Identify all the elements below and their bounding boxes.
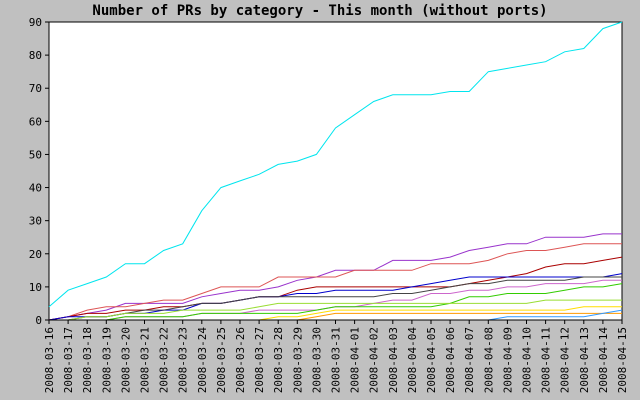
x-tick-label: 2008-03-23	[177, 327, 190, 393]
x-tick-label: 2008-03-17	[62, 327, 75, 393]
y-tick-label: 20	[29, 248, 42, 261]
x-tick-label: 2008-03-20	[119, 327, 132, 393]
x-tick-label: 2008-04-14	[597, 327, 610, 394]
y-tick-label: 40	[29, 182, 42, 195]
x-tick-label: 2008-04-15	[616, 327, 629, 393]
x-tick-label: 2008-04-04	[406, 327, 419, 394]
plot-area	[48, 21, 623, 321]
series-line-6	[49, 276, 622, 321]
x-tick-label: 2008-03-31	[330, 327, 343, 393]
x-tick-label: 2008-03-24	[196, 327, 209, 394]
x-tick-label: 2008-03-21	[139, 327, 152, 393]
y-tick-label: 50	[29, 148, 42, 161]
x-tick-label: 2008-03-25	[215, 327, 228, 393]
x-tick-label: 2008-04-10	[521, 327, 534, 393]
x-tick-label: 2008-04-11	[540, 327, 553, 393]
y-tick-label: 90	[29, 16, 42, 29]
x-tick-label: 2008-04-13	[578, 327, 591, 393]
x-tick-label: 2008-04-03	[387, 327, 400, 393]
y-tick-label: 0	[35, 314, 42, 327]
y-tick-label: 30	[29, 215, 42, 228]
x-tick-label: 2008-03-16	[43, 327, 56, 393]
y-tick-label: 80	[29, 49, 42, 62]
chart-title: Number of PRs by category - This month (…	[92, 3, 548, 19]
x-tick-label: 2008-04-01	[349, 327, 362, 393]
y-tick-label: 70	[29, 82, 42, 95]
x-tick-label: 2008-04-02	[368, 327, 381, 393]
series-line-3	[48, 243, 622, 321]
x-tick-label: 2008-03-30	[310, 327, 323, 393]
x-tick-label: 2008-03-28	[272, 327, 285, 393]
series-line-8	[49, 283, 623, 321]
y-tick-label: 10	[29, 281, 42, 294]
x-tick-label: 2008-03-22	[158, 327, 171, 393]
x-tick-label: 2008-03-26	[234, 327, 247, 393]
x-tick-label: 2008-04-07	[463, 327, 476, 393]
x-tick-label: 2008-04-08	[482, 327, 495, 393]
x-tick-label: 2008-03-18	[81, 327, 94, 393]
y-tick-label: 60	[29, 115, 42, 128]
x-tick-label: 2008-04-12	[559, 327, 572, 393]
series-line-9	[49, 299, 622, 321]
x-tick-label: 2008-03-29	[291, 327, 304, 393]
series-line-1	[48, 21, 623, 308]
x-tick-label: 2008-04-06	[444, 327, 457, 393]
x-tick-label: 2008-03-27	[253, 327, 266, 393]
x-tick-label: 2008-04-05	[425, 327, 438, 393]
x-tick-label: 2008-03-19	[100, 327, 113, 393]
x-tick-label: 2008-04-09	[501, 327, 514, 393]
